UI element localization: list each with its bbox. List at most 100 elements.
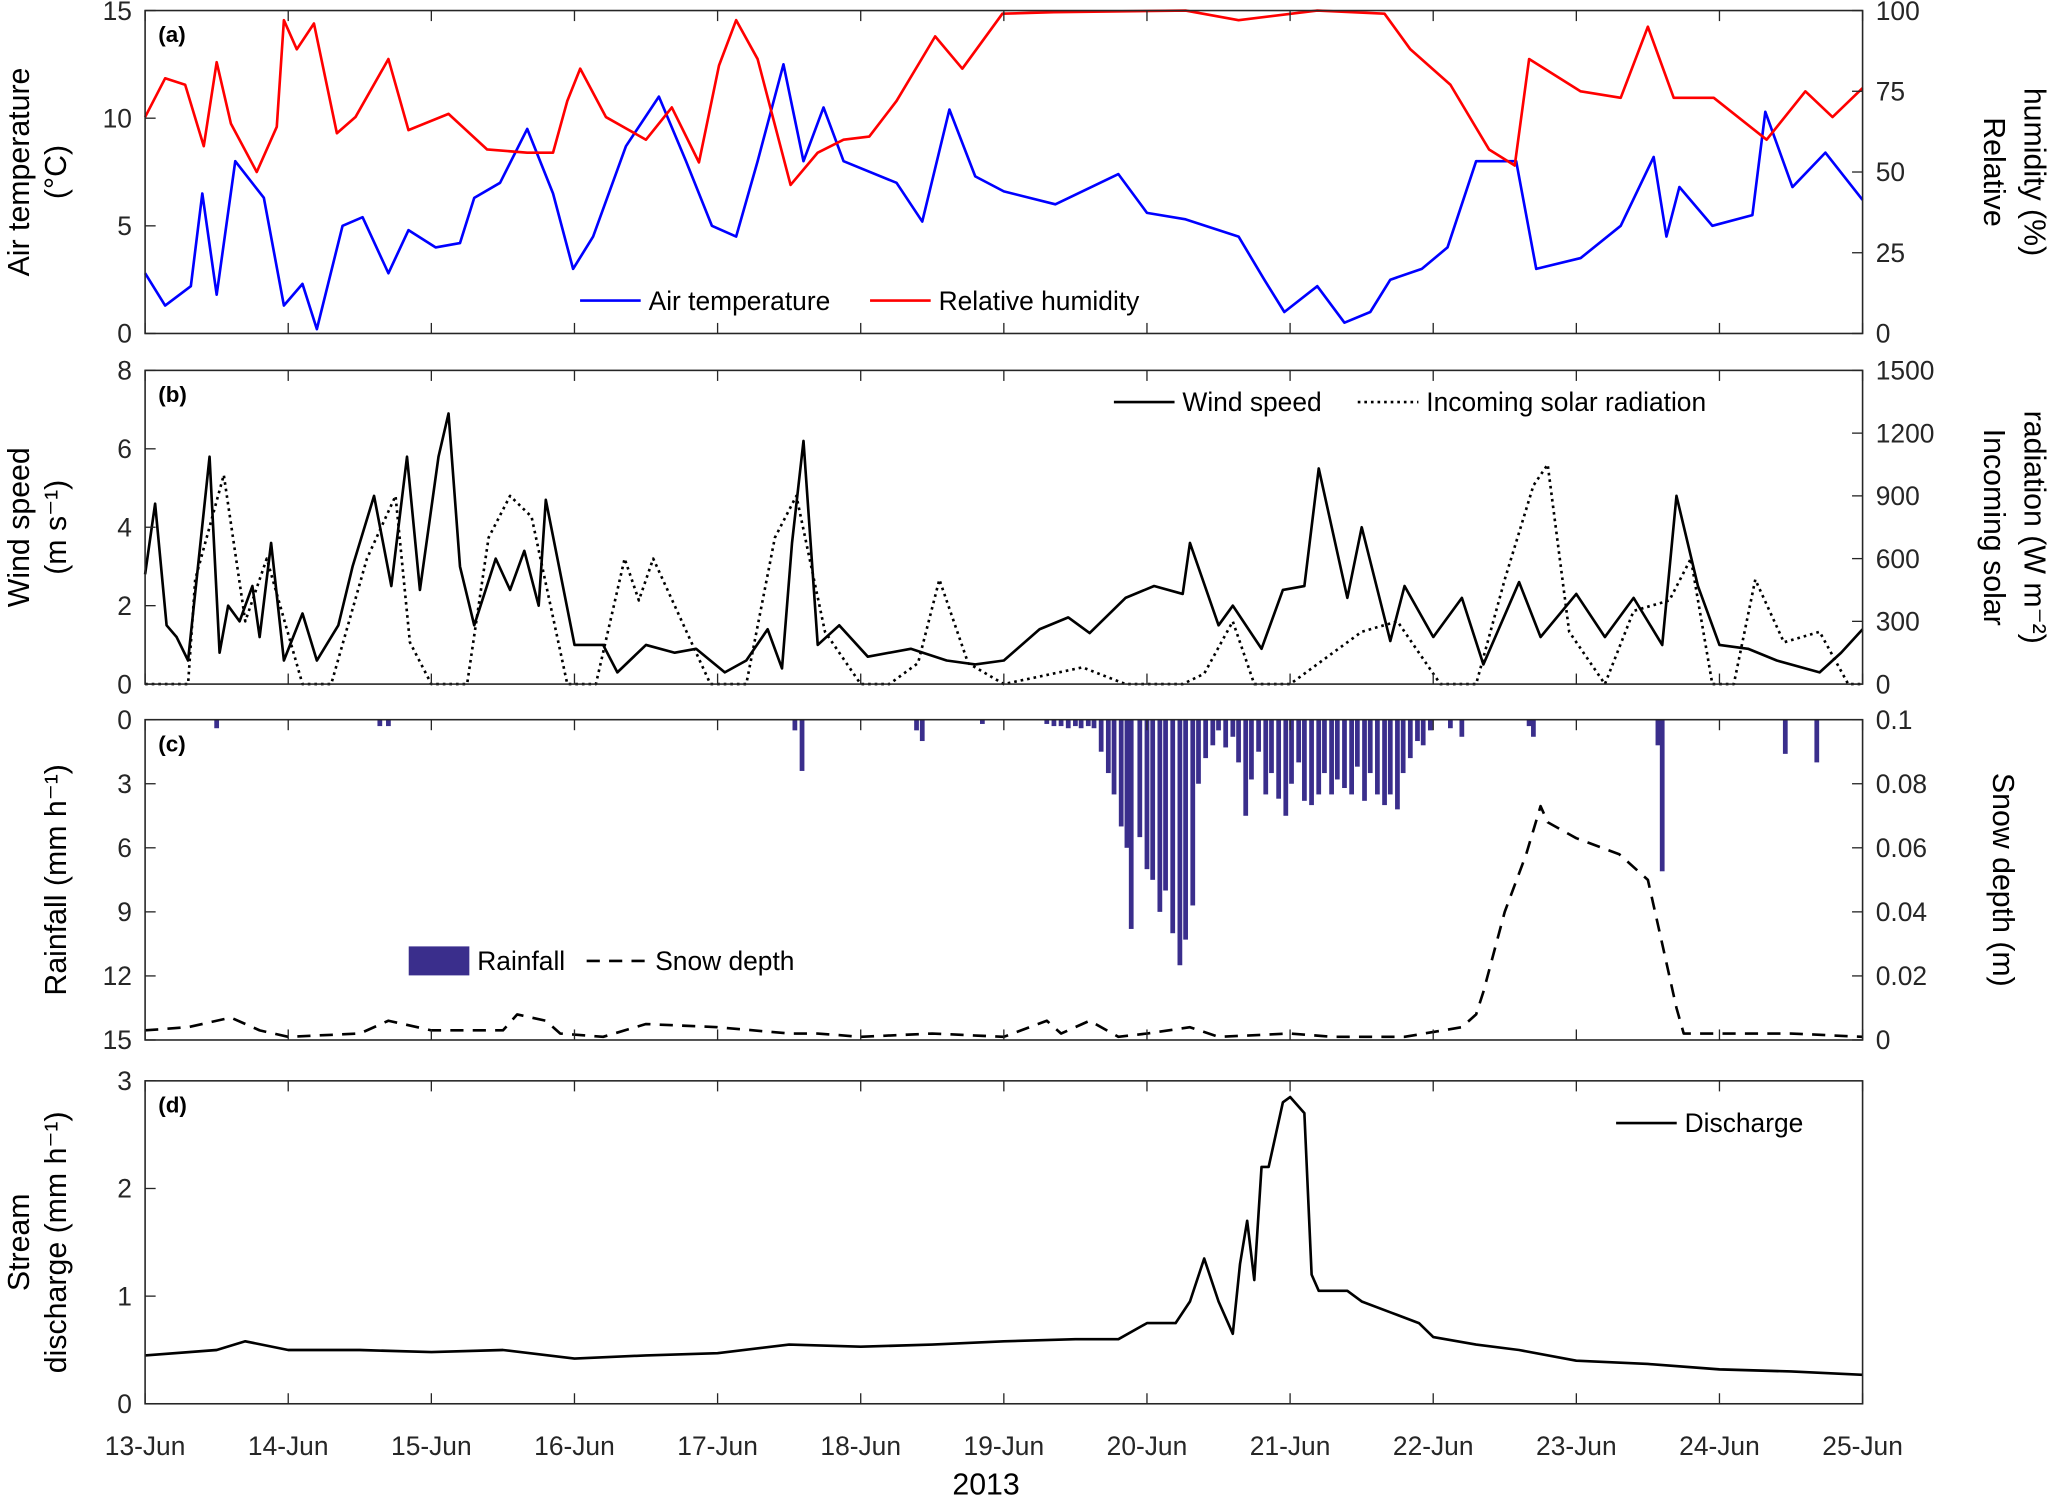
rainfall-bar	[1526, 719, 1532, 727]
x-axis-label: 2013	[952, 1469, 1019, 1500]
y-tick-label-left: 2	[117, 591, 132, 621]
y-tick-label-right: 0.02	[1876, 961, 1927, 991]
rainfall-bar	[1216, 719, 1221, 731]
panel-label: (b)	[158, 382, 187, 407]
rainfall-bar	[1230, 719, 1236, 737]
rainfall-bar	[1183, 719, 1188, 940]
panel-d: 13-Jun 14-Jun 15-Jun 16-Jun 17-Jun 18-Jun 19-J…	[3, 1066, 1903, 1461]
rainfall-bar	[1448, 719, 1453, 729]
rainfall-bar	[1105, 719, 1111, 774]
y-tick-label-right: 1500	[1876, 356, 1935, 386]
y-axis-label-left: discharge (mm h⁻¹)	[40, 1111, 73, 1373]
legend-label: Incoming solar radiation	[1426, 387, 1706, 417]
y-tick-label-right: 75	[1876, 77, 1905, 107]
y-tick-label-right: 0.04	[1876, 897, 1927, 927]
x-tick-label: 20-Jun	[1107, 1431, 1188, 1461]
rainfall-bar	[1263, 719, 1269, 795]
y-tick-label-left: 2	[117, 1174, 132, 1204]
y-axis-label-left: Rainfall (mm h⁻¹)	[40, 764, 73, 995]
rainfall-bar	[1814, 719, 1820, 763]
y-axis-label-right: humidity (%)	[2018, 88, 2051, 256]
rainfall-bar	[1249, 719, 1254, 780]
rainfall-bar	[1531, 719, 1536, 737]
y-tick-label-right: 25	[1876, 238, 1905, 268]
legend-label: Relative humidity	[939, 286, 1141, 316]
rainfall-bar	[1322, 719, 1327, 774]
rainfall-bar	[1459, 719, 1465, 737]
rainfall-bar	[1302, 719, 1307, 801]
y-tick-label-left: 0	[117, 319, 132, 349]
rainfall-bar	[1203, 719, 1209, 759]
rainfall-bar	[792, 719, 798, 731]
x-tick-label: 21-Jun	[1250, 1431, 1331, 1461]
rainfall-bar	[799, 719, 805, 771]
y-tick-label-left: 12	[103, 961, 132, 991]
rainfall-bar	[1342, 719, 1347, 789]
rainfall-bar	[1420, 719, 1426, 746]
rainfall-bar	[1085, 719, 1091, 727]
rainfall-bar	[1362, 719, 1367, 801]
panel-label: (c)	[158, 731, 185, 756]
rainfall-bar	[1349, 719, 1355, 795]
rainfall-bar	[1124, 719, 1130, 848]
y-tick-label-left: 3	[117, 1066, 132, 1096]
rainfall-bar	[386, 719, 391, 727]
rainfall-bar	[1375, 719, 1380, 795]
rainfall-bar	[1111, 719, 1117, 795]
y-tick-label-left: 6	[117, 434, 132, 464]
y-tick-label-left: 0	[117, 705, 132, 735]
y-axis-label-right: Snow depth (m)	[1986, 773, 2019, 987]
rainfall-bar	[1044, 719, 1050, 724]
rainfall-bar	[1137, 719, 1143, 838]
rainfall-bar	[1196, 719, 1201, 784]
y-tick-label-right: 0.08	[1876, 769, 1927, 799]
x-tick-label: 17-Jun	[677, 1431, 758, 1461]
rainfall-bar	[1387, 719, 1393, 795]
legend: Wind speed Incoming solar radiation	[1113, 387, 1706, 417]
y-tick-label-left: 5	[117, 211, 132, 241]
y-axis-label-left: (m s⁻¹)	[40, 480, 73, 575]
rainfall-bar	[1782, 719, 1788, 754]
rainfall-bar	[1276, 719, 1282, 799]
y-axis-label-left: Air temperature	[3, 68, 36, 277]
y-tick-label-right: 50	[1876, 157, 1905, 187]
y-tick-label-left: 4	[117, 512, 132, 542]
rainfall-bar	[1170, 719, 1176, 934]
rainfall-bar	[1334, 719, 1340, 780]
rainfall-bar	[1150, 719, 1156, 880]
legend: Air temperature Relative humidity	[580, 286, 1140, 316]
series-line-discharge	[145, 1095, 1863, 1377]
y-tick-label-left: 3	[117, 769, 132, 799]
plot-frame	[144, 1080, 1864, 1405]
legend-label: Snow depth	[655, 946, 794, 976]
rainfall-bar	[1296, 719, 1302, 763]
rainfall-bar	[1659, 719, 1665, 872]
x-tick-label: 15-Jun	[391, 1431, 472, 1461]
rainfall-bar	[1078, 719, 1084, 729]
rainfall-bar	[919, 719, 925, 742]
rainfall-bar	[1058, 719, 1064, 727]
rainfall-bar	[1316, 719, 1322, 795]
legend-swatch	[408, 946, 470, 976]
x-tick-label: 19-Jun	[964, 1431, 1045, 1461]
y-tick-label-right: 0.1	[1876, 705, 1913, 735]
rainfall-bar	[980, 719, 985, 724]
rainfall-bar	[1354, 719, 1360, 767]
y-axis-label-right: radiation (W m⁻²)	[2018, 411, 2051, 644]
y-tick-label-left: 15	[103, 0, 132, 26]
y-tick-label-right: 0	[1876, 1025, 1891, 1055]
y-axis-label-left: Stream	[3, 1193, 36, 1291]
rainfall-bar	[1655, 719, 1661, 746]
rainfall-bar	[1051, 719, 1057, 727]
x-tick-label: 22-Jun	[1393, 1431, 1474, 1461]
rainfall-bar	[1210, 719, 1216, 746]
series-line-snow-depth	[145, 804, 1863, 1039]
legend-label: Discharge	[1685, 1108, 1804, 1138]
rainfall-bar	[1427, 719, 1433, 731]
y-tick-label-right: 0.06	[1876, 833, 1927, 863]
x-tick-label: 25-Jun	[1822, 1431, 1903, 1461]
rainfall-bar	[377, 719, 383, 727]
